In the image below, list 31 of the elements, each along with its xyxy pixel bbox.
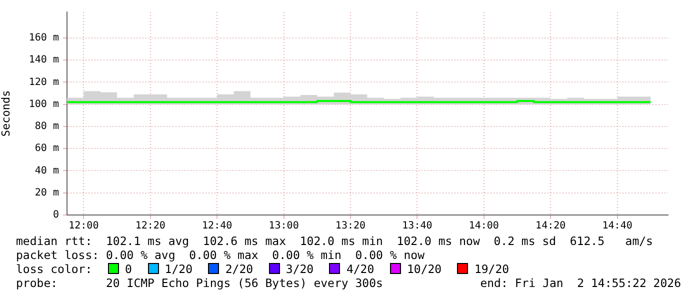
y-tick-label: 60 m: [34, 143, 59, 154]
text: median rtt: 102.1 ms avg 102.6 ms max 102.0 ms min 102.0 ms now 0.2 ms sd 612.5 am/s: [16, 234, 653, 248]
legend-label: 19/20: [474, 262, 510, 276]
y-tick-label: 120 m: [28, 76, 59, 88]
legend-label: 1/20: [164, 262, 192, 276]
y-tick-label: 40 m: [34, 165, 59, 176]
x-tick-label: 14:20: [536, 220, 566, 232]
y-tick-label: 0: [52, 210, 59, 221]
x-tick-label: 12:20: [135, 220, 166, 232]
x-tick-label: 12:00: [68, 220, 99, 232]
y-tick-label: 80 m: [34, 121, 59, 132]
y-axis-title: Seconds: [0, 90, 12, 137]
x-tick-label: 14:40: [602, 220, 632, 232]
y-tick-label: 160 m: [28, 32, 59, 44]
x-tick-label: 14:00: [468, 220, 499, 232]
text: end: Fri Jan 2 14:55:22 2026: [480, 276, 681, 290]
legend-label: 0: [125, 262, 132, 276]
legend-label: 3/20: [286, 262, 314, 276]
legend-label: 10/20: [406, 262, 442, 276]
legend-title: loss color:: [16, 262, 92, 276]
text: probe: 20 ICMP Echo Pings (56 Bytes) every 300s: [16, 276, 383, 290]
x-tick-label: 12:40: [202, 220, 232, 232]
x-tick-label: 13:00: [268, 220, 299, 232]
x-tick-label: 13:20: [335, 220, 366, 232]
y-tick-label: 20 m: [34, 187, 59, 198]
y-tick-label: 140 m: [28, 54, 59, 66]
legend-label: 4/20: [346, 262, 374, 276]
y-tick-label: 100 m: [28, 98, 59, 110]
text: packet loss: 0.00 % avg 0.00 % max 0.00 % min 0.00 % now: [16, 248, 424, 262]
legend-label: 2/20: [225, 262, 254, 276]
x-tick-label: 13:40: [402, 220, 432, 232]
